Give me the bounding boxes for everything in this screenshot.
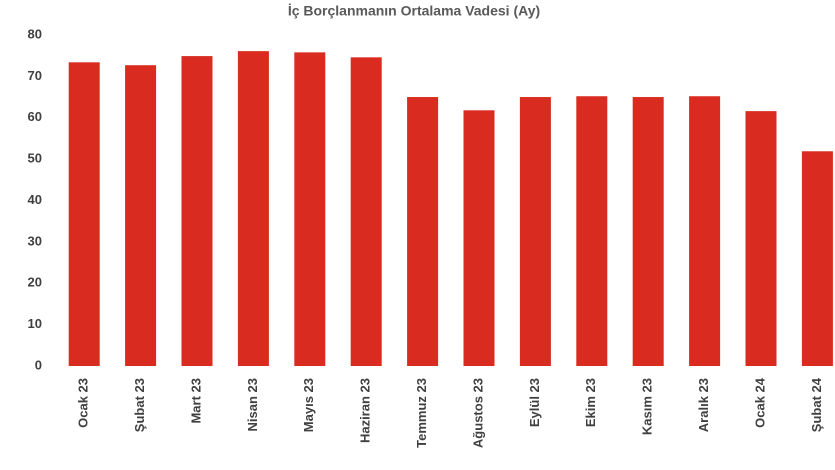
y-tick-label: 10 [28, 316, 42, 331]
x-tick-label: Ocak 24 [752, 377, 767, 428]
x-tick-label: Şubat 23 [132, 378, 147, 432]
x-tick-label: Ekim 23 [583, 378, 598, 427]
x-tick-label: Aralık 23 [696, 378, 711, 432]
bar [407, 97, 439, 366]
x-tick-label: Kasım 23 [640, 378, 655, 435]
x-tick-label: Haziran 23 [358, 378, 373, 443]
bar [519, 97, 551, 366]
x-tick-label: Mart 23 [188, 378, 203, 424]
y-tick-label: 40 [28, 192, 42, 207]
bar [294, 52, 326, 366]
bar [237, 51, 269, 366]
bar [350, 57, 382, 366]
y-tick-label: 60 [28, 109, 42, 124]
x-tick-label: Eylül 23 [527, 378, 542, 427]
x-tick-label: Ocak 23 [76, 378, 91, 428]
y-tick-label: 0 [35, 357, 42, 372]
y-tick-label: 30 [28, 233, 42, 248]
bar [689, 96, 721, 367]
y-tick-label: 70 [28, 68, 42, 83]
y-tick-label: 80 [28, 26, 42, 41]
bar [181, 56, 213, 366]
bar [68, 62, 100, 367]
x-tick-label: Nisan 23 [245, 378, 260, 431]
y-tick-label: 50 [28, 151, 42, 166]
bar [576, 96, 608, 367]
bar [632, 97, 664, 366]
chart-title: İç Borçlanmanın Ortalama Vadesi (Ay) [288, 3, 540, 19]
x-tick-label: Ağustos 23 [470, 378, 485, 448]
bar [801, 151, 833, 366]
x-tick-label: Şubat 24 [809, 377, 824, 432]
bar [745, 111, 777, 366]
bar [125, 65, 157, 367]
x-tick-label: Temmuz 23 [414, 378, 429, 448]
x-tick-label: Mayıs 23 [301, 378, 316, 432]
y-tick-label: 20 [28, 275, 42, 290]
bar [463, 110, 495, 367]
